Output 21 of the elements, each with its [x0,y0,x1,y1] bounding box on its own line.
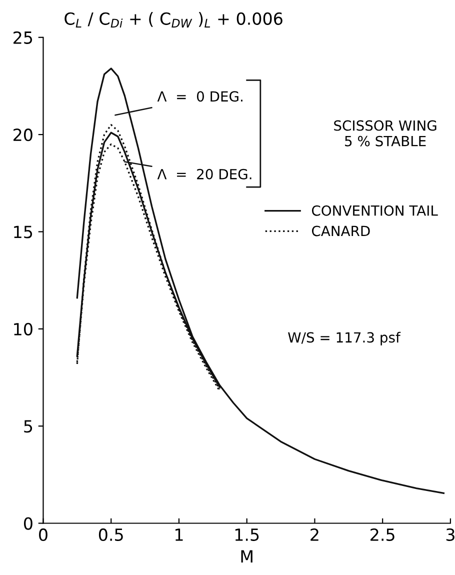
x-axis-title: M [241,550,252,562]
x-tick-label: 2.5 [370,528,394,542]
x-tick-label: 3 [446,528,454,542]
x-tick-label: 1.5 [235,528,259,542]
y-tick-label: 20 [14,128,32,142]
annotation: W/S = 117.3 psf [288,332,401,346]
annotation: SCISSOR WING 5 % STABLE [334,120,436,146]
annotation: Λ = 20 DEG. [157,168,252,180]
y-tick-label: 25 [14,31,32,44]
y-tick-label: 5 [24,420,32,433]
legend-label: CONVENTION TAIL [312,205,438,216]
legend-label: CANARD [312,226,370,236]
y-tick-label: 0 [24,517,32,530]
annotation: Λ = 0 DEG. [157,91,242,102]
x-tick-label: 1 [175,528,183,541]
text: C$_{L}$ / C$_{Di}$ + ( C$_{DW}$ )$_{L}$ + 0.006 [64,12,282,28]
y-tick-label: 15 [14,226,32,238]
x-tick-label: 2 [310,528,318,541]
y-tick-label: 10 [14,322,32,336]
x-tick-label: 0 [39,528,48,542]
x-tick-label: 0.5 [98,528,123,542]
